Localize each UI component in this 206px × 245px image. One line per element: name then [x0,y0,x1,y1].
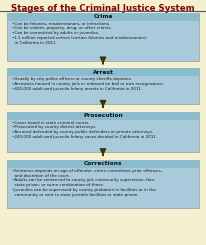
Bar [7,68,199,76]
Text: Corrections: Corrections [84,161,122,166]
Text: •Sentence depends on age of offender, crime committed, prior offenses,
  and dis: •Sentence depends on age of offender, cr… [12,169,162,196]
Text: Stages of the Criminal Justice System: Stages of the Criminal Justice System [11,4,195,13]
Bar [7,112,199,152]
Text: •Can be felonies, misdemeanors, or infractions.
•Can be violent, property, drug,: •Can be felonies, misdemeanors, or infra… [12,22,147,45]
Text: Crime: Crime [93,14,113,19]
Bar [7,160,199,208]
Bar [7,160,199,168]
Text: •Cases heard in state criminal courts.
•Prosecuted by county district attorneys.: •Cases heard in state criminal courts. •… [12,121,157,139]
Bar [7,112,199,120]
Bar [7,13,199,61]
Text: Prosecution: Prosecution [83,113,123,118]
Text: •Usually by city police officers or county sheriffs deputies.
•Arrestees housed : •Usually by city police officers or coun… [12,77,164,91]
Text: Arrest: Arrest [92,70,114,75]
Bar [7,13,199,21]
Bar [7,68,199,104]
